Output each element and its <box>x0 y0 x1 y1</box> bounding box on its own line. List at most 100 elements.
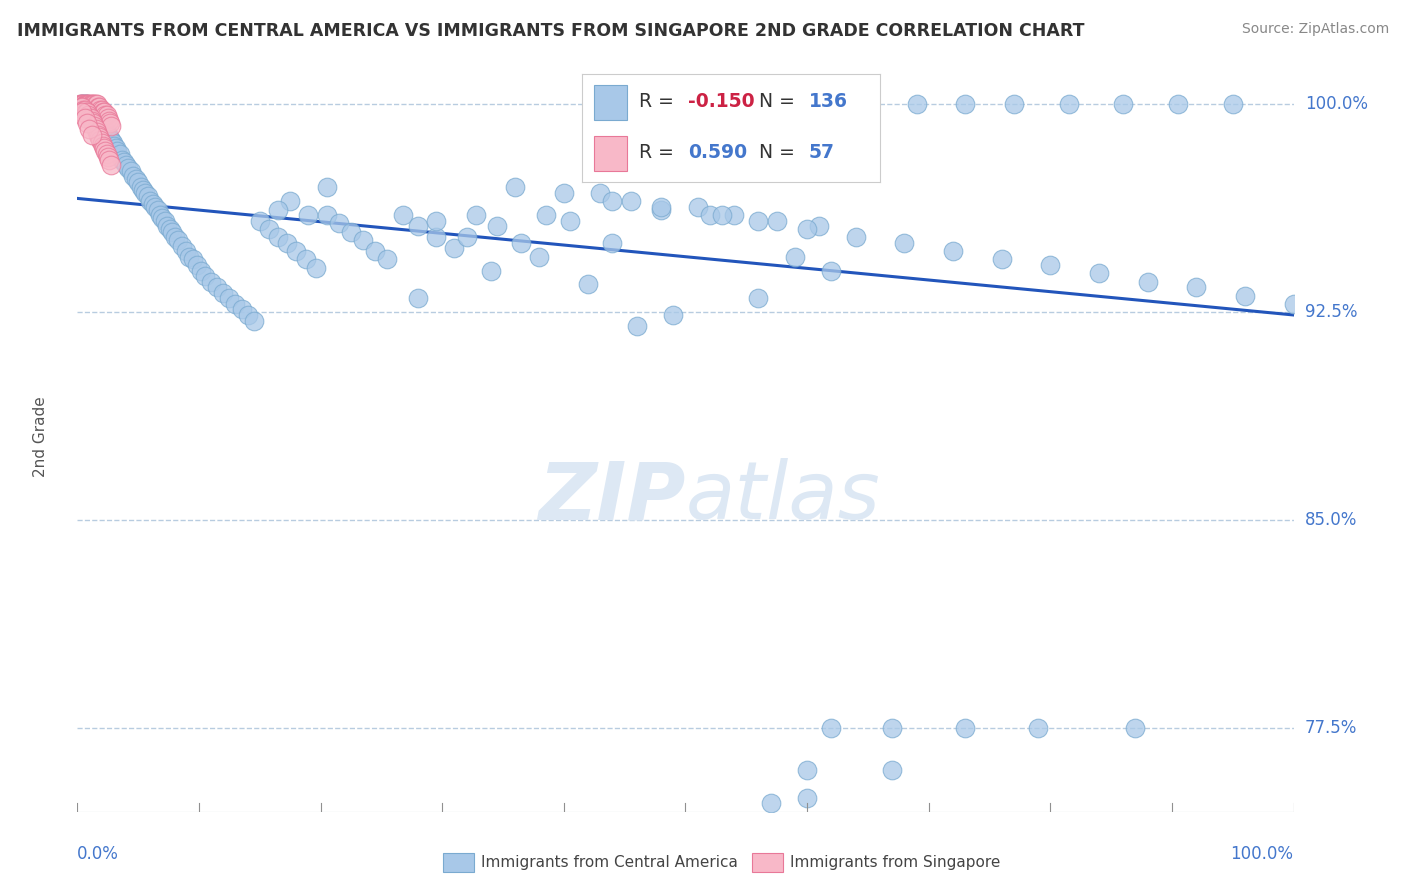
Point <box>82 116 104 130</box>
Point <box>163 230 186 244</box>
Point <box>278 194 301 209</box>
Point <box>425 230 447 244</box>
Point <box>90 103 112 117</box>
Point <box>558 213 581 227</box>
Point <box>93 105 115 120</box>
Point <box>70 97 93 112</box>
Point <box>97 153 120 167</box>
Point <box>1057 97 1080 112</box>
Point <box>174 244 197 259</box>
Point <box>626 319 648 334</box>
Point <box>796 790 818 805</box>
Point <box>134 186 156 200</box>
Point <box>97 150 120 164</box>
Point <box>120 163 142 178</box>
Point <box>328 216 350 230</box>
Point <box>89 130 111 145</box>
Text: 85.0%: 85.0% <box>1305 511 1357 529</box>
Point <box>94 125 117 139</box>
Point <box>167 233 190 247</box>
Point <box>456 230 478 244</box>
Point <box>1125 722 1147 736</box>
Text: 2nd Grade: 2nd Grade <box>34 397 48 477</box>
Point <box>76 105 98 120</box>
Point <box>98 133 121 147</box>
Point <box>953 722 976 736</box>
Point <box>990 252 1012 267</box>
Point <box>576 277 599 292</box>
Point <box>73 111 96 125</box>
Point <box>510 235 533 250</box>
Point <box>662 308 685 322</box>
Point <box>1167 97 1189 112</box>
Point <box>89 100 111 114</box>
Point <box>129 180 152 194</box>
Point <box>465 208 488 222</box>
Point <box>89 103 111 117</box>
Point <box>377 252 399 267</box>
Point <box>194 269 217 284</box>
Text: 92.5%: 92.5% <box>1305 303 1357 321</box>
Point <box>97 111 120 125</box>
Point <box>160 225 183 239</box>
Point <box>93 122 115 136</box>
Point <box>747 213 769 227</box>
Point <box>224 297 246 311</box>
Point <box>72 97 94 112</box>
Point <box>103 138 125 153</box>
Point <box>425 213 447 227</box>
Point <box>200 275 222 289</box>
Point <box>70 97 93 112</box>
Point <box>86 97 108 112</box>
Point <box>100 120 122 134</box>
Point <box>87 100 110 114</box>
Point <box>72 97 94 112</box>
Point <box>96 108 118 122</box>
Point <box>136 188 159 202</box>
Point <box>267 202 290 217</box>
Point <box>80 113 103 128</box>
Point <box>236 308 259 322</box>
Point <box>297 208 319 222</box>
Point <box>79 100 101 114</box>
Point <box>602 235 624 250</box>
Point <box>75 97 97 112</box>
Point <box>73 97 96 112</box>
Text: Immigrants from Singapore: Immigrants from Singapore <box>790 855 1001 870</box>
Point <box>443 241 465 255</box>
Point <box>406 219 429 234</box>
Point <box>101 136 124 150</box>
Point <box>142 197 165 211</box>
Point <box>149 208 172 222</box>
Point <box>882 763 904 777</box>
Point <box>146 202 169 217</box>
Point <box>76 116 98 130</box>
Point <box>112 155 135 169</box>
Point <box>94 108 117 122</box>
Point <box>82 97 104 112</box>
Point <box>80 111 103 125</box>
Point <box>1039 258 1062 272</box>
Text: 100.0%: 100.0% <box>1305 95 1368 113</box>
Point <box>602 194 624 209</box>
Point <box>699 208 721 222</box>
Point <box>89 133 111 147</box>
Text: 100.0%: 100.0% <box>1230 845 1294 863</box>
Point <box>83 120 105 134</box>
Point <box>79 122 101 136</box>
Point <box>820 722 842 736</box>
Point <box>231 302 253 317</box>
Point <box>153 213 176 227</box>
Point <box>392 208 415 222</box>
Point <box>87 128 110 142</box>
Point <box>364 244 387 259</box>
Point <box>1112 97 1135 112</box>
Point <box>856 97 879 112</box>
Point <box>86 111 108 125</box>
Point <box>84 108 107 122</box>
Point <box>90 120 112 134</box>
Point <box>91 138 114 153</box>
Point <box>765 213 787 227</box>
Point <box>94 145 117 159</box>
Point <box>70 100 93 114</box>
